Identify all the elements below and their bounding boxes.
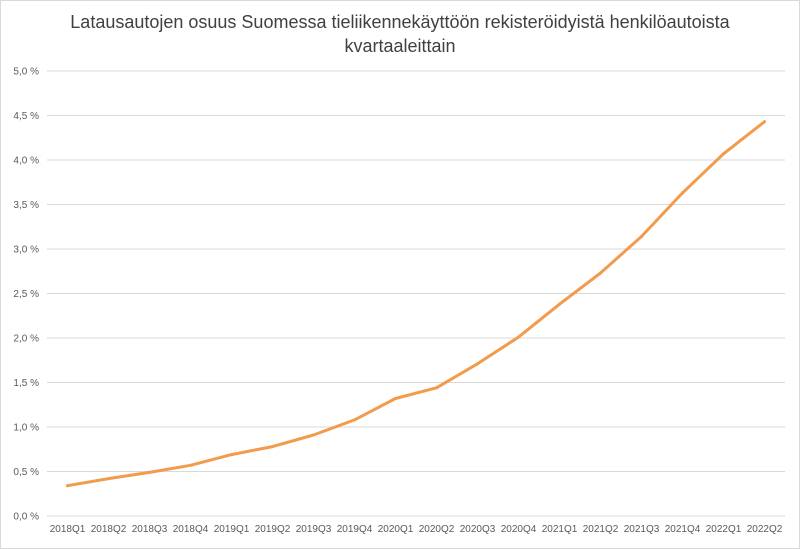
x-tick-label: 2019Q4 <box>337 524 373 535</box>
plot-series <box>66 120 766 488</box>
data-point <box>640 235 643 239</box>
data-point <box>353 418 356 422</box>
y-tick-label: 1,0 % <box>13 423 39 434</box>
x-tick-label: 2021Q1 <box>542 524 578 535</box>
data-point <box>435 386 438 390</box>
y-tick-label: 2,5 % <box>13 289 39 300</box>
chart-title-line-2: kvartaaleittain <box>344 36 456 56</box>
x-tick-label: 2021Q2 <box>583 524 619 535</box>
y-axis-labels: 0,0 % 0,5 % 1,0 % 1,5 % 2,0 % 2,5 % 3,0 % 3,5 %… <box>13 67 39 523</box>
y-tick-label: 4,0 % <box>13 156 39 167</box>
x-tick-label: 2021Q4 <box>665 524 701 535</box>
data-point <box>722 152 725 156</box>
data-point <box>271 445 274 449</box>
data-point <box>476 362 479 366</box>
x-tick-label: 2020Q4 <box>501 524 537 535</box>
chart-title: Latausautojen osuus Suomessa tieliikenne… <box>0 10 800 58</box>
data-point <box>148 470 151 474</box>
x-tick-label: 2020Q1 <box>378 524 414 535</box>
x-tick-label: 2019Q3 <box>296 524 332 535</box>
x-tick-label: 2018Q1 <box>50 524 86 535</box>
gridlines <box>47 70 785 517</box>
y-tick-label: 3,0 % <box>13 245 39 256</box>
x-tick-label: 2022Q2 <box>747 524 783 535</box>
y-tick-label: 1,5 % <box>13 378 39 389</box>
data-point <box>66 484 69 488</box>
x-tick-label: 2019Q2 <box>255 524 291 535</box>
y-tick-label: 0,0 % <box>13 512 39 523</box>
data-point <box>558 302 561 306</box>
series-line <box>66 120 766 488</box>
y-tick-label: 2,0 % <box>13 334 39 345</box>
y-tick-label: 5,0 % <box>13 67 39 78</box>
data-point <box>681 191 684 195</box>
data-point <box>517 335 520 339</box>
y-tick-label: 3,5 % <box>13 200 39 211</box>
x-tick-label: 2019Q1 <box>214 524 250 535</box>
data-point <box>189 463 192 467</box>
data-point <box>599 271 602 275</box>
data-point <box>107 477 110 481</box>
y-tick-label: 4,5 % <box>13 111 39 122</box>
x-tick-label: 2021Q3 <box>624 524 660 535</box>
x-tick-label: 2022Q1 <box>706 524 742 535</box>
x-tick-label: 2018Q4 <box>173 524 209 535</box>
data-point <box>763 120 766 124</box>
x-axis-labels: 2018Q1 2018Q2 2018Q3 2018Q4 2019Q1 2019Q2 2019… <box>50 524 783 535</box>
data-point <box>394 397 397 401</box>
data-point <box>230 453 233 457</box>
chart-title-line-1: Latausautojen osuus Suomessa tieliikenne… <box>70 12 730 32</box>
x-tick-label: 2018Q3 <box>132 524 168 535</box>
x-tick-label: 2018Q2 <box>91 524 127 535</box>
data-point <box>312 433 315 437</box>
x-tick-label: 2020Q2 <box>419 524 455 535</box>
x-tick-label: 2020Q3 <box>460 524 496 535</box>
y-tick-label: 0,5 % <box>13 467 39 478</box>
